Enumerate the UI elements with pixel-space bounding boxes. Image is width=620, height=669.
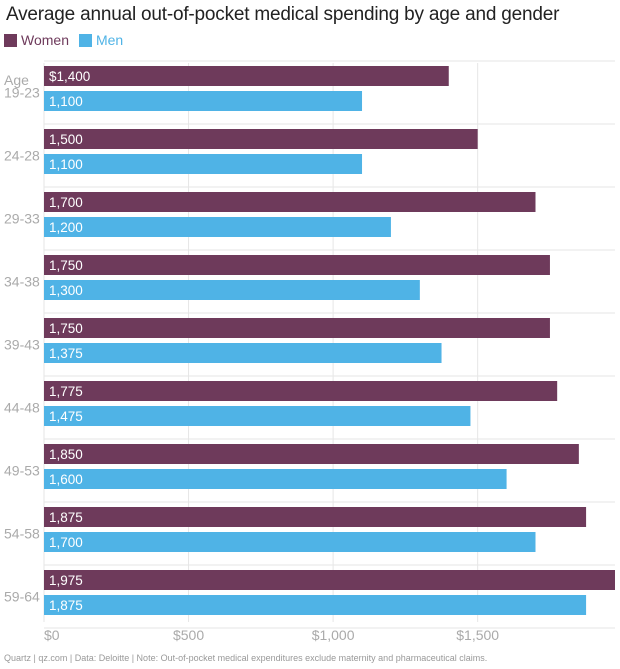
bar-value-label: 1,700	[49, 535, 83, 550]
bar-women	[44, 255, 550, 275]
x-tick-label: $1,500	[456, 627, 499, 643]
bar-men	[44, 343, 442, 363]
bar-value-label: 1,500	[49, 132, 83, 147]
y-axis-label: Age	[4, 72, 29, 88]
legend-label-men: Men	[95, 32, 124, 48]
bar-value-label: 1,100	[49, 157, 83, 172]
bar-value-label: 1,375	[49, 346, 83, 361]
bar-value-label: 1,475	[49, 409, 83, 424]
y-tick-label: 34-38	[4, 274, 40, 290]
legend-swatch-women	[4, 33, 17, 47]
bar-men	[44, 469, 507, 489]
y-tick-label: 39-43	[4, 337, 40, 353]
y-tick-label: 54-58	[4, 526, 40, 542]
bar-value-label: 1,100	[49, 94, 83, 109]
bar-value-label: 1,875	[49, 598, 83, 613]
bar-value-label: 1,700	[49, 195, 83, 210]
y-tick-label: 44-48	[4, 400, 40, 416]
bar-men	[44, 280, 420, 300]
x-tick-label: $1,000	[312, 627, 355, 643]
bar-value-label: 1,200	[49, 220, 83, 235]
legend: Women Men	[4, 32, 133, 48]
bar-women	[44, 66, 449, 86]
bar-men	[44, 406, 471, 426]
y-tick-label: 24-28	[4, 148, 40, 164]
bar-value-label: 1,750	[49, 321, 83, 336]
bar-men	[44, 595, 587, 615]
legend-item-men: Men	[78, 32, 124, 48]
bar-men	[44, 532, 536, 552]
bar-value-label: 1,750	[49, 258, 83, 273]
bar-women	[44, 192, 536, 212]
legend-label-women: Women	[21, 32, 69, 48]
bar-value-label: 1,600	[49, 472, 83, 487]
chart-footer: Quartz | qz.com | Data: Deloitte | Note:…	[4, 653, 488, 663]
bar-women	[44, 318, 550, 338]
y-tick-label: 49-53	[4, 463, 40, 479]
y-tick-label: 19-23	[4, 85, 40, 101]
bar-women	[44, 570, 615, 590]
bar-women	[44, 129, 478, 149]
x-tick-label: $500	[173, 627, 204, 643]
bar-women	[44, 444, 579, 464]
legend-swatch-men	[78, 33, 92, 47]
bar-women	[44, 507, 587, 527]
bar-men	[44, 217, 391, 237]
y-tick-label: 29-33	[4, 211, 40, 227]
bar-women	[44, 381, 558, 401]
x-tick-label: $0	[44, 627, 60, 643]
bar-men	[44, 91, 363, 111]
bar-value-label: 1,300	[49, 283, 83, 298]
chart-title: Average annual out-of-pocket medical spe…	[6, 4, 560, 25]
bar-value-label: 1,975	[49, 573, 83, 588]
bar-value-label: 1,875	[49, 510, 83, 525]
bar-value-label: $1,400	[49, 69, 90, 84]
bar-value-label: 1,775	[49, 384, 83, 399]
bar-value-label: 1,850	[49, 447, 83, 462]
legend-item-women: Women	[4, 32, 69, 48]
y-tick-label: 59-64	[4, 589, 40, 605]
bar-men	[44, 154, 363, 174]
